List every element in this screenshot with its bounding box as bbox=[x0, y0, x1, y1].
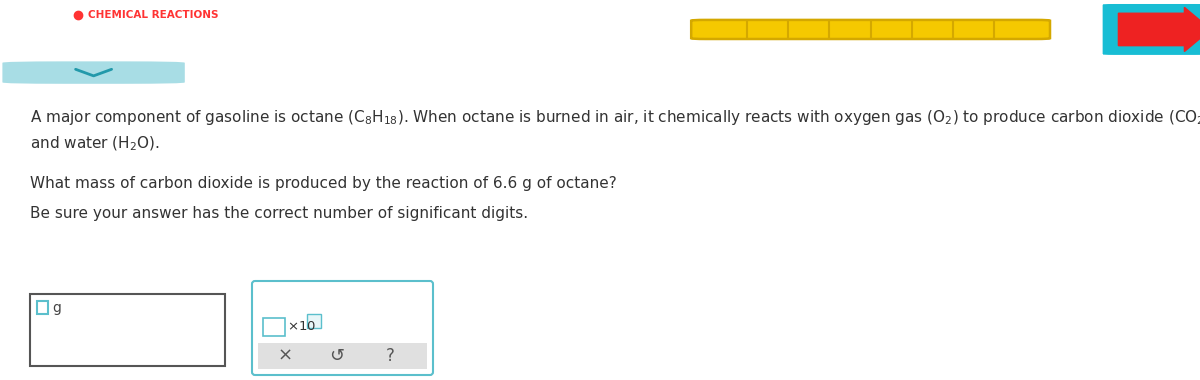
Text: 0/5: 0/5 bbox=[1051, 23, 1073, 36]
Text: CHEMICAL REACTIONS: CHEMICAL REACTIONS bbox=[88, 10, 218, 20]
Bar bbox=[258, 343, 427, 369]
FancyBboxPatch shape bbox=[2, 61, 185, 84]
Text: and water $\left(\mathrm{H_2O}\right)$.: and water $\left(\mathrm{H_2O}\right)$. bbox=[30, 134, 160, 153]
FancyBboxPatch shape bbox=[1102, 3, 1200, 56]
FancyBboxPatch shape bbox=[691, 20, 1050, 39]
Text: $\times$10: $\times$10 bbox=[287, 320, 316, 334]
Bar bbox=[307, 314, 322, 328]
Bar bbox=[37, 301, 48, 314]
Text: What mass of carbon dioxide is produced by the reaction of 6.6 g of octane?: What mass of carbon dioxide is produced … bbox=[30, 176, 617, 191]
Bar bbox=[263, 318, 286, 336]
Text: ?: ? bbox=[385, 347, 395, 365]
Bar bbox=[30, 294, 226, 366]
Text: ↺: ↺ bbox=[330, 347, 344, 365]
Text: A major component of gasoline is octane ($\mathrm{C_8H_{18}}$). When octane is b: A major component of gasoline is octane … bbox=[30, 108, 1200, 127]
Text: Solving for a reactant using a chemical equation: Solving for a reactant using a chemical … bbox=[78, 36, 480, 51]
FancyBboxPatch shape bbox=[252, 281, 433, 375]
FancyArrow shape bbox=[1118, 7, 1200, 52]
Text: Be sure your answer has the correct number of significant digits.: Be sure your answer has the correct numb… bbox=[30, 206, 528, 221]
Text: g: g bbox=[52, 301, 61, 315]
Text: ×: × bbox=[277, 347, 293, 365]
